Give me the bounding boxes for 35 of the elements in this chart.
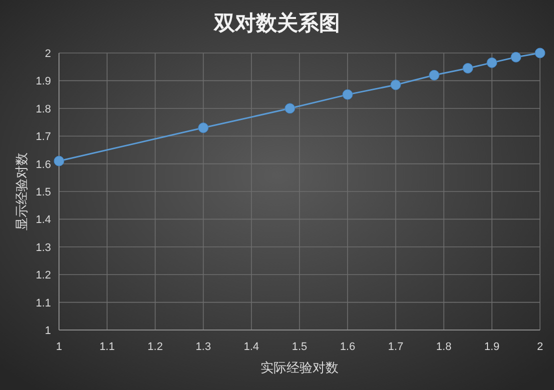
point	[198, 122, 209, 134]
x-tick-label: 2	[536, 341, 544, 353]
y-tick-label: 1.1	[36, 297, 51, 310]
x-tick-label: 1.9	[484, 341, 500, 353]
y-axis-title: 显示经验对数	[14, 152, 29, 230]
y-tick-label: 1.8	[36, 103, 51, 116]
y-tick-label: 1.9	[36, 76, 51, 88]
point	[462, 62, 474, 74]
y-tick-label: 1.3	[36, 242, 51, 254]
x-axis-title: 实际经验对数	[260, 360, 338, 375]
point	[342, 89, 353, 100]
point	[534, 48, 546, 58]
x-tick-label: 1.6	[340, 341, 356, 353]
x-tick-label: 1	[56, 341, 62, 353]
point	[510, 52, 522, 62]
point	[390, 80, 401, 90]
point	[284, 103, 296, 114]
y-tick-label: 2	[44, 48, 51, 60]
y-tick-label: 1.5	[36, 186, 51, 198]
x-tick-label: 1.3	[196, 341, 211, 353]
x-tick-label: 1.1	[99, 341, 115, 353]
y-tick-label: 1.4	[36, 214, 51, 226]
y-tick-label: 1	[44, 325, 51, 337]
point	[486, 57, 498, 68]
x-tick-label: 1.4	[244, 341, 260, 353]
y-tick-label: 1.2	[36, 270, 51, 282]
y-tick-label: 1.7	[36, 131, 51, 144]
point	[54, 156, 64, 166]
x-tick-label: 1.8	[436, 341, 452, 353]
y-tick-label: 1.6	[36, 158, 51, 171]
point	[428, 70, 440, 80]
x-tick-label: 1.5	[292, 341, 308, 353]
x-tick-label: 1.2	[148, 341, 163, 353]
chart-title: 双对数关系图	[213, 11, 340, 35]
x-tick-label: 1.7	[388, 341, 404, 353]
